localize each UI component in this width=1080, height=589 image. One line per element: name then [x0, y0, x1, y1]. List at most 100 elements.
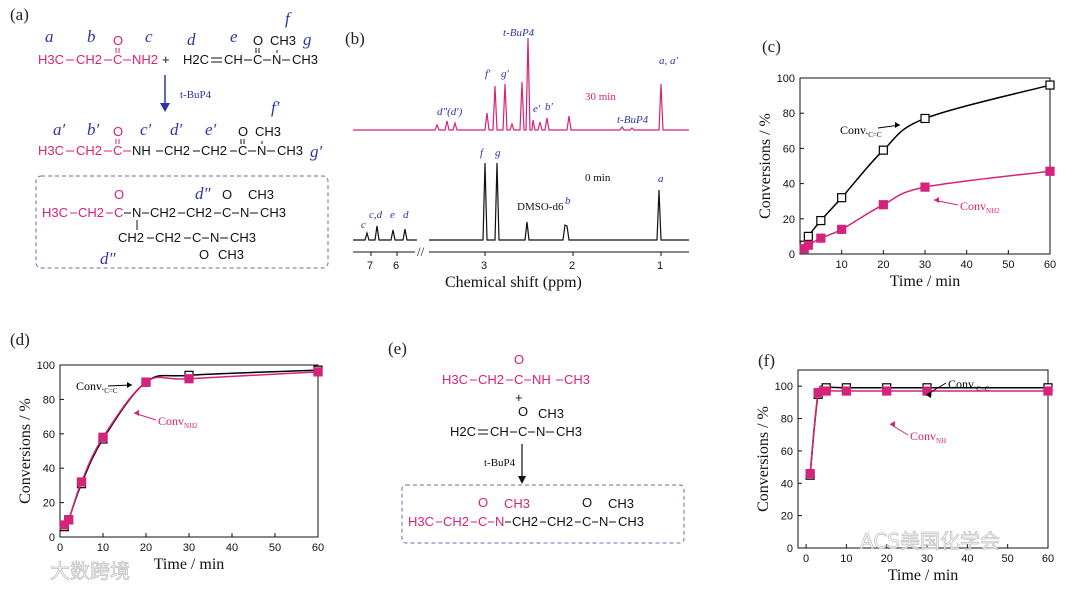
e-p-n2: N [599, 514, 608, 529]
r2-c: C [253, 52, 262, 67]
e-p-ch2: CH2 [443, 514, 469, 529]
data-point [837, 224, 847, 234]
e-p-ch2c: CH2 [547, 514, 573, 529]
x-tick-label: 30 [921, 553, 933, 565]
bp-c: C [114, 205, 123, 220]
y-axis-label: Conversions / % [17, 398, 34, 504]
legend-arrowhead [134, 410, 139, 416]
p-ch2: CH2 [76, 143, 102, 158]
catalyst-a: t-BuP4 [180, 89, 212, 101]
peak-label-cd: c,d [369, 209, 383, 221]
legend-arrowhead [890, 421, 895, 427]
x-tick-label: 0 [57, 542, 63, 554]
x-tick-label: 60 [312, 542, 324, 554]
data-point [816, 233, 826, 243]
y-tick-label: 20 [43, 498, 55, 510]
legend-entry: Conv.C=C [948, 377, 990, 393]
bp-ch3c: CH3 [230, 230, 256, 245]
letter-f: f [285, 9, 292, 28]
peak-label-g: g [495, 147, 501, 159]
peak-label-gp: g′ [501, 68, 510, 80]
peak-label-fp: f′ [485, 68, 491, 80]
letter-e-prime: e′ [205, 120, 217, 139]
e-r2-c: C [518, 424, 527, 439]
peak-label-ep: e′ [533, 103, 541, 115]
e-p-c2: C [582, 514, 591, 529]
panel-e-label: (e) [388, 339, 407, 358]
panel-c: (c) 10 20 30 40 50 60 0 20 40 60 80 100 Time / min Con… [757, 37, 1056, 290]
r1-ch2: CH2 [76, 52, 102, 67]
peak-label-aap: a, a′ [659, 55, 679, 67]
bp-n2: N [240, 205, 249, 220]
catalyst-e: t-BuP4 [484, 457, 516, 469]
e-r1-ch3: CH3 [564, 372, 590, 387]
r1-nh2: NH2 [132, 52, 158, 67]
peak-label-tbup4-a: t-BuP4 [503, 27, 535, 39]
e-r1-c: C [514, 372, 523, 387]
legend-entry: ConvNH2 [158, 414, 198, 430]
x-tick-label: 50 [1002, 553, 1014, 565]
letter-b: b [87, 27, 96, 46]
panel-a-label: (a) [10, 5, 29, 24]
y-tick-label: 80 [781, 414, 793, 426]
y-tick-label: 100 [37, 360, 55, 372]
y-tick-label: 20 [783, 214, 795, 226]
p-ch2c: CH2 [201, 143, 227, 158]
nmr-trace-30min [353, 37, 689, 131]
e-r1-o: O [514, 352, 524, 367]
r2-n: N [272, 52, 281, 67]
x-tick-label: 20 [140, 542, 152, 554]
e-r2-o: O [518, 404, 528, 419]
panel-b: (b) // 7 6 3 2 1 Chemical shift (ppm) 30… [345, 27, 689, 291]
bp-n3: N [210, 230, 219, 245]
y-tick-label: 40 [781, 478, 793, 490]
nmr-trace-0min [353, 162, 689, 241]
nmr-tick-7: 7 [367, 260, 373, 272]
bp-ch3b: CH3 [260, 205, 286, 220]
letter-c: c [145, 27, 153, 46]
r1-c: C [113, 52, 122, 67]
peak-label-tbup4-b: t-BuP4 [617, 114, 649, 126]
r2-h2c: H2C [183, 52, 209, 67]
e-p-o2: O [582, 495, 592, 510]
r2-ch3-right: CH3 [292, 52, 318, 67]
data-point [816, 215, 826, 226]
nmr-xlabel: Chemical shift (ppm) [445, 274, 582, 291]
e-p-ch3b: CH3 [608, 496, 634, 511]
byproduct-box [35, 175, 329, 269]
letter-c-prime: c′ [140, 120, 152, 139]
e-r2-h2c: H2C [450, 424, 476, 439]
x-tick-label: 50 [1002, 259, 1014, 271]
x-tick-label: 50 [269, 542, 281, 554]
peak-label-e: e [390, 209, 395, 221]
data-point [821, 386, 831, 396]
nmr-tick-3: 3 [481, 260, 487, 272]
legend-arrowhead [934, 197, 939, 203]
r2-o: O [253, 33, 263, 48]
letter-a-prime: a′ [53, 120, 66, 139]
plot-frame [797, 369, 1049, 549]
bp-ch2a: CH2 [150, 205, 176, 220]
x-tick-label: 20 [881, 553, 893, 565]
r2-ch: CH [224, 52, 243, 67]
data-point [63, 515, 74, 525]
y-tick-label: 0 [789, 249, 795, 261]
x-tick-label: 40 [226, 542, 238, 554]
y-tick-label: 60 [781, 446, 793, 458]
peak-label-dmso: DMSO-d6 [517, 201, 564, 213]
letter-b-prime: b′ [87, 120, 100, 139]
peak-label-b: b [565, 195, 571, 207]
x-tick-label: 0 [803, 553, 809, 565]
legend-entry: Conv.C=C [840, 123, 882, 139]
e-r2-ch: CH [490, 424, 509, 439]
p-ch2b: CH2 [164, 143, 190, 158]
panel-e: (e) H3C CH2 C O NH CH3 + H2C CH C O N CH… [388, 339, 685, 544]
e-r2-n: N [536, 424, 545, 439]
p-nh: NH [132, 143, 151, 158]
data-point [805, 468, 815, 479]
data-point [1045, 166, 1055, 176]
y-axis-label: Conversions / % [757, 113, 774, 219]
letter-d: d [187, 30, 196, 49]
series-line [803, 84, 1051, 246]
data-point [98, 432, 108, 442]
